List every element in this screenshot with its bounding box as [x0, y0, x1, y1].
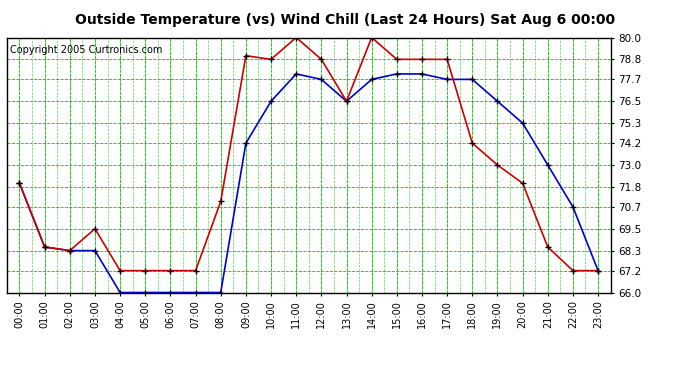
Text: Copyright 2005 Curtronics.com: Copyright 2005 Curtronics.com — [10, 45, 162, 55]
Text: Outside Temperature (vs) Wind Chill (Last 24 Hours) Sat Aug 6 00:00: Outside Temperature (vs) Wind Chill (Las… — [75, 13, 615, 27]
